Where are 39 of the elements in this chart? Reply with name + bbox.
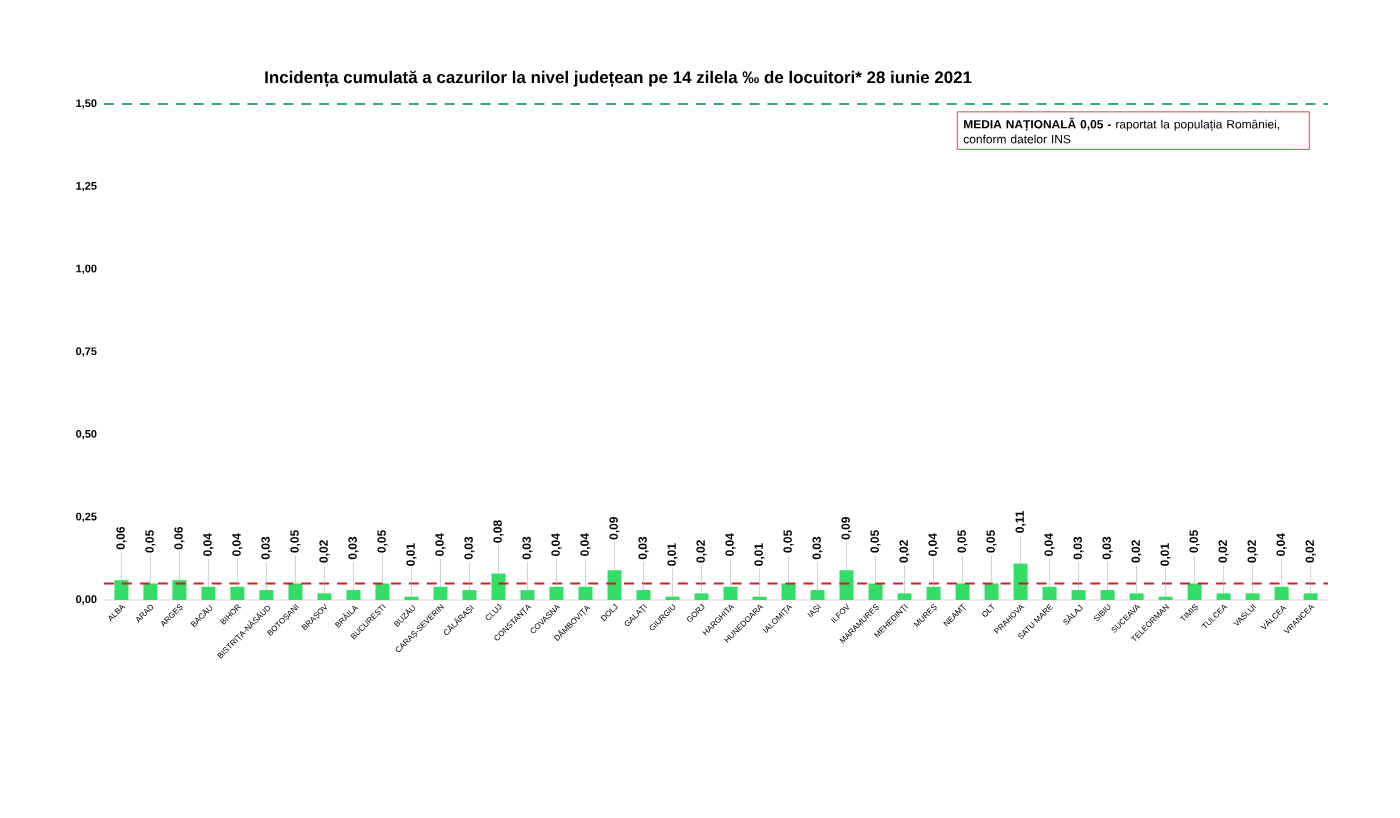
bar [143,583,158,600]
bar [868,583,883,600]
bar [1042,586,1057,600]
bar [549,586,564,600]
bar [839,570,854,600]
bar [694,593,709,600]
bar [578,586,593,600]
bar [201,586,216,600]
bar [636,590,651,600]
bar [1245,593,1260,600]
bar [375,583,390,600]
bar [114,580,129,600]
bar [433,586,448,600]
bar [984,583,999,600]
bar [1216,593,1231,600]
bar [288,583,303,600]
bar [955,583,970,600]
bar [781,583,796,600]
bar [810,590,825,600]
bar [172,580,187,600]
bar [230,586,245,600]
bar [491,573,506,600]
bar [723,586,738,600]
bar [1187,583,1202,600]
bar [1129,593,1144,600]
chart-title: Incidența cumulată a cazurilor la nivel județean pe 14 zilela ‰ de locuitori* 28 iunie 2021 [265,70,972,88]
bar [897,593,912,600]
bar [1071,590,1086,600]
bar [259,590,274,600]
bar [1303,593,1318,600]
bar [607,570,622,600]
bar [346,590,361,600]
bar [1274,586,1289,600]
bar [317,593,332,600]
bar [520,590,535,600]
bar [462,590,477,600]
bar [1100,590,1115,600]
bar [926,586,941,600]
bar [1013,563,1028,600]
